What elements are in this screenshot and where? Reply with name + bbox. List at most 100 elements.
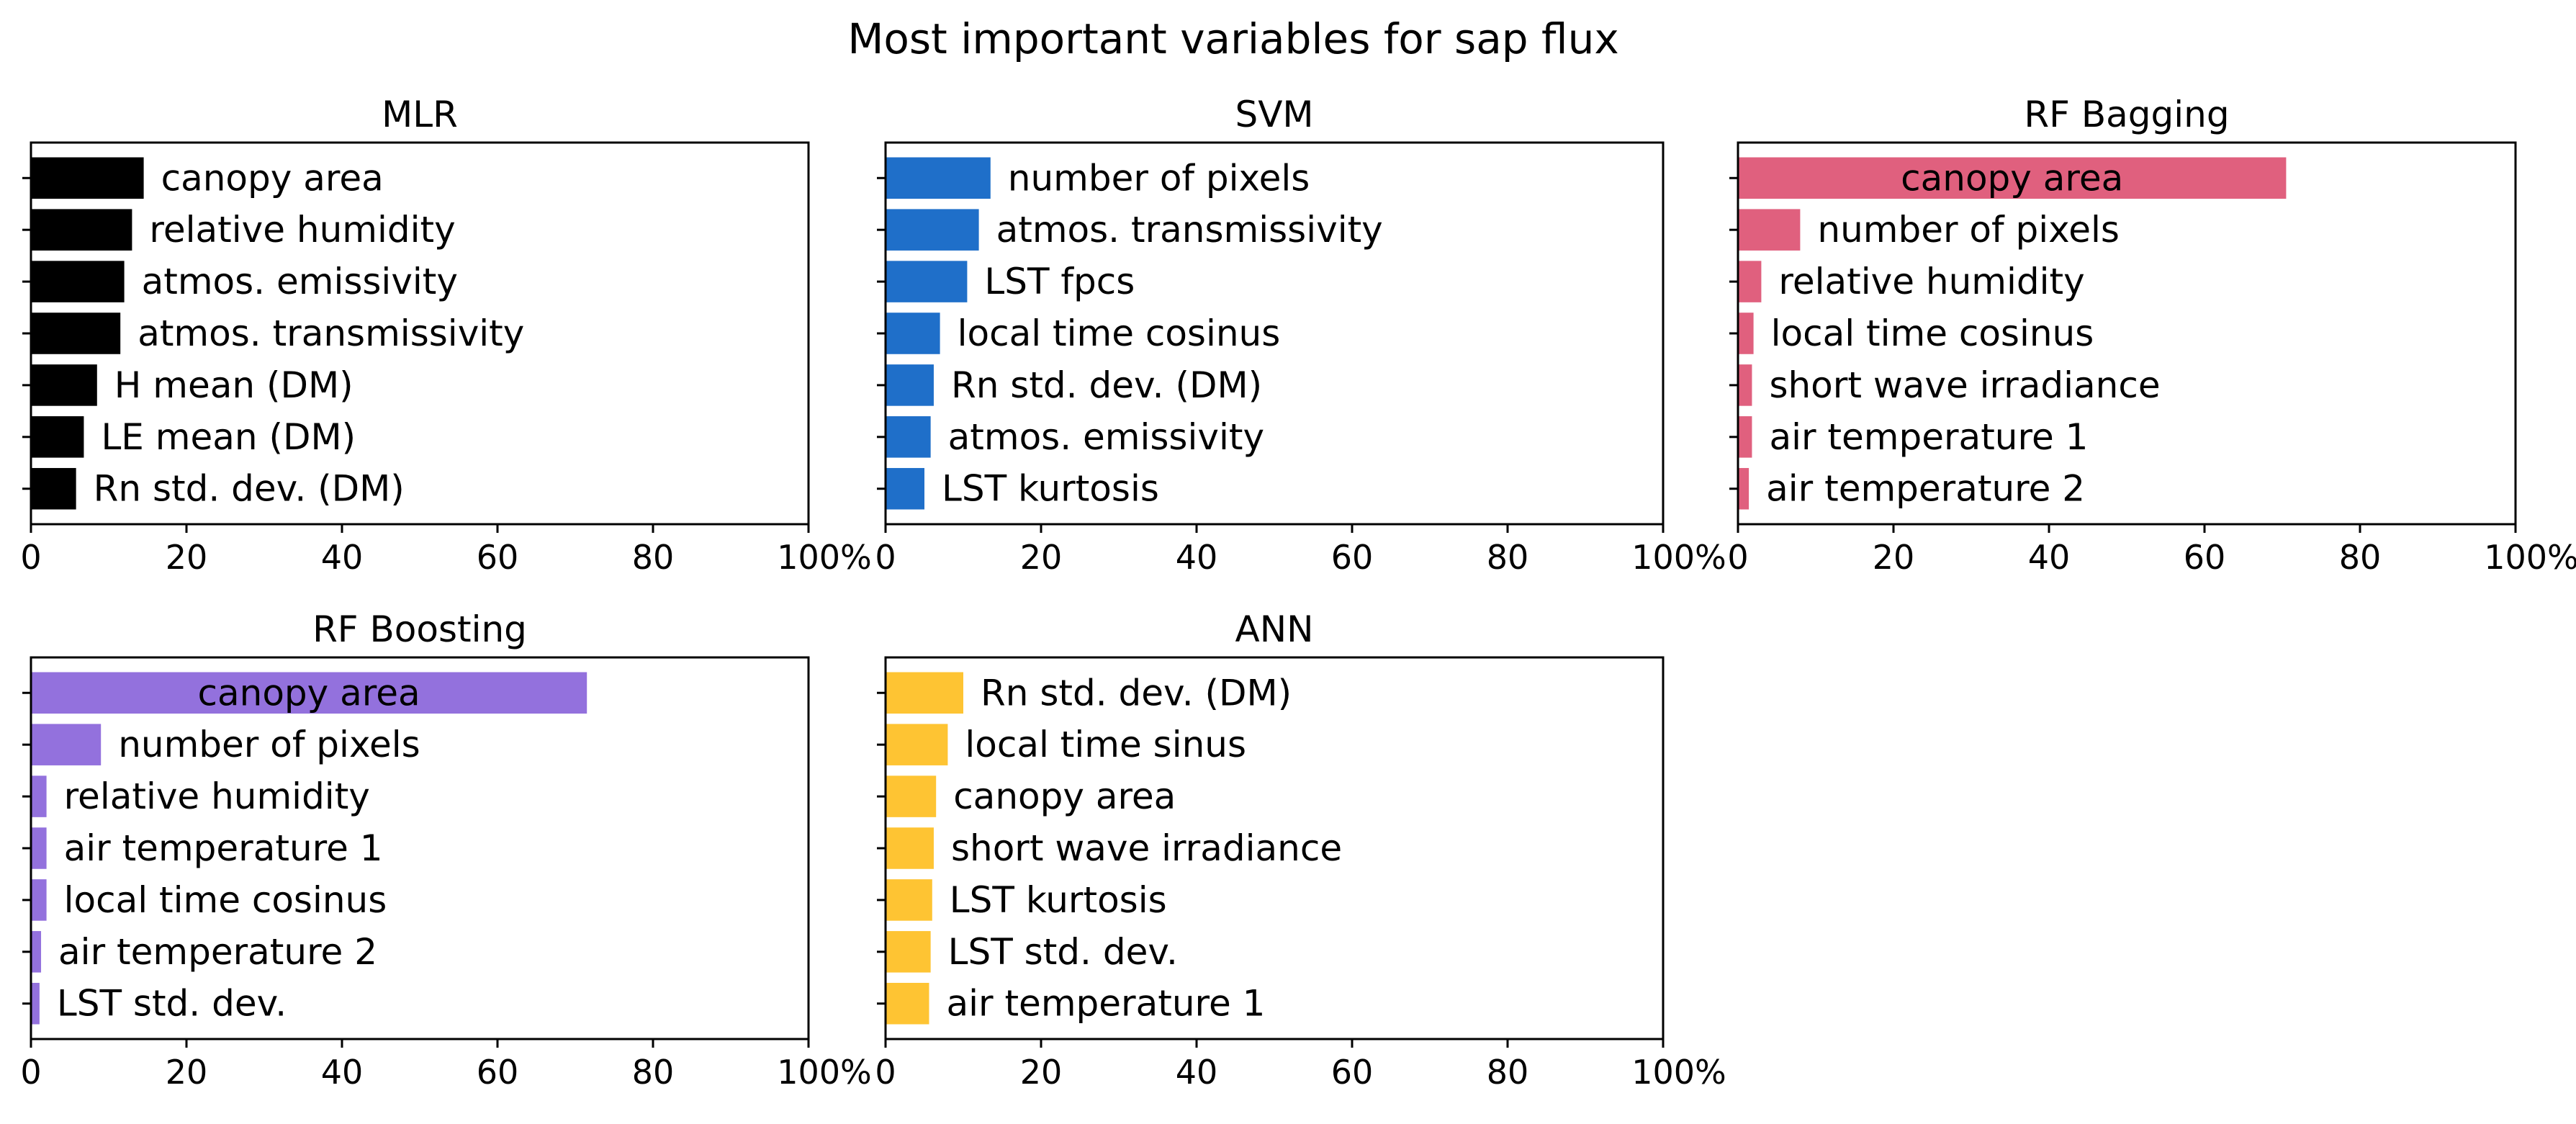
axes-frame: [884, 141, 1665, 526]
x-tick-label: 0: [1727, 538, 1748, 577]
x-tick-label: 20: [1020, 538, 1063, 577]
x-tick-label: 60: [477, 1053, 519, 1092]
bar-label: short wave irradiance: [1769, 364, 2160, 406]
bar-label: Rn std. dev. (DM): [951, 364, 1262, 406]
x-tick-label: 100%: [2484, 538, 2576, 577]
bar-label: atmos. emissivity: [142, 261, 458, 302]
x-tick-label: 20: [1020, 1053, 1063, 1092]
bar: [31, 724, 102, 765]
x-tick-label: 0: [875, 538, 896, 577]
x-tick-label: 100%: [777, 538, 872, 577]
bar-label: LST kurtosis: [942, 468, 1159, 510]
bar-label: air temperature 1: [64, 827, 383, 869]
bar: [886, 982, 929, 1025]
bar: [31, 261, 125, 302]
axes-frame: [1737, 141, 2517, 526]
bar: [1738, 157, 2287, 199]
bar-label: short wave irradiance: [951, 827, 1342, 869]
bar: [1738, 209, 1801, 251]
bar: [886, 931, 931, 973]
x-tick-label: 100%: [777, 1053, 872, 1092]
bar-label: relative humidity: [149, 209, 455, 251]
bar: [31, 157, 144, 199]
bar: [886, 775, 937, 817]
bar: [1738, 364, 1752, 406]
bar-label: relative humidity: [1778, 261, 2084, 302]
x-tick-label: 20: [166, 538, 208, 577]
bar-label: relative humidity: [64, 775, 370, 817]
bar-label: LST kurtosis: [950, 879, 1167, 921]
bar-label: local time cosinus: [1771, 313, 2094, 354]
bar-label: canopy area: [1901, 157, 2123, 199]
bar: [886, 416, 931, 458]
bar: [31, 827, 47, 869]
x-tick-label: 40: [1176, 538, 1218, 577]
bar: [886, 724, 948, 765]
bar-label: Rn std. dev. (DM): [981, 672, 1292, 714]
bar-label: air temperature 2: [58, 931, 377, 973]
bar: [1738, 416, 1752, 458]
panel-rf-boosting: RF Boosting canopy area number of pixels re…: [20, 608, 871, 1092]
bar-label: Rn std. dev. (DM): [94, 468, 405, 510]
x-tick-label: 60: [477, 538, 519, 577]
bar-label: H mean (DM): [114, 364, 353, 406]
bar: [886, 209, 979, 251]
bar-label: LE mean (DM): [101, 416, 356, 458]
bar-label: air temperature 1: [946, 983, 1265, 1025]
bar: [886, 261, 968, 302]
bar-label: number of pixels: [1008, 157, 1310, 199]
x-tick-label: 20: [1873, 538, 1915, 577]
panel-ann: ANN Rn std. dev. (DM) local time sinus cano…: [875, 608, 1726, 1092]
bar: [886, 157, 991, 199]
bar: [31, 982, 40, 1025]
x-tick-label: 100%: [1631, 1053, 1726, 1092]
bar: [886, 313, 940, 354]
axes-frame: [884, 656, 1665, 1040]
panel-title: RF Boosting: [312, 608, 527, 650]
bar-label: atmos. emissivity: [948, 416, 1264, 458]
bar-label: air temperature 2: [1766, 468, 2085, 510]
bar: [31, 209, 132, 251]
bar: [31, 467, 76, 510]
bar: [31, 879, 47, 921]
x-tick-label: 40: [2028, 538, 2071, 577]
chart-title: Most important variables for sap flux: [847, 14, 1618, 63]
bar: [886, 467, 924, 510]
x-tick-label: 80: [2339, 538, 2382, 577]
bar-label: atmos. transmissivity: [138, 313, 524, 354]
x-tick-label: 20: [166, 1053, 208, 1092]
x-tick-label: 40: [321, 1053, 364, 1092]
bar-label: local time cosinus: [64, 879, 387, 921]
x-tick-label: 0: [875, 1053, 896, 1092]
bar-label: air temperature 1: [1769, 416, 2088, 458]
x-tick-label: 80: [632, 538, 675, 577]
bar: [31, 364, 97, 406]
bar: [31, 313, 121, 354]
bar: [1738, 261, 1762, 302]
x-tick-label: 80: [1487, 1053, 1529, 1092]
bar-label: number of pixels: [118, 724, 420, 765]
axes-frame: [30, 141, 810, 526]
bar-label: LST std. dev.: [57, 983, 287, 1025]
bar: [31, 931, 42, 973]
bar: [886, 672, 963, 714]
bar-label: local time cosinus: [958, 313, 1281, 354]
bar-label: canopy area: [198, 672, 420, 714]
x-tick-label: 0: [20, 538, 41, 577]
bar-label: LST fpcs: [984, 261, 1135, 302]
bar: [31, 416, 84, 458]
panel-title: ANN: [1235, 608, 1313, 650]
x-tick-label: 60: [2184, 538, 2226, 577]
x-tick-label: 0: [20, 1053, 41, 1092]
bar-label: canopy area: [953, 775, 1176, 817]
panel-mlr: MLR canopy area relative humidity atmos. em…: [20, 94, 871, 577]
bar-label: LST std. dev.: [948, 931, 1178, 973]
x-tick-label: 80: [1487, 538, 1529, 577]
panel-rf-bagging: RF Bagging canopy area number of pixels rel…: [1727, 94, 2576, 577]
bar: [31, 775, 47, 817]
bar: [886, 879, 932, 921]
panel-title: RF Bagging: [2024, 94, 2229, 135]
bar: [1738, 313, 1754, 354]
bar: [886, 827, 934, 869]
panel-title: SVM: [1235, 94, 1313, 135]
